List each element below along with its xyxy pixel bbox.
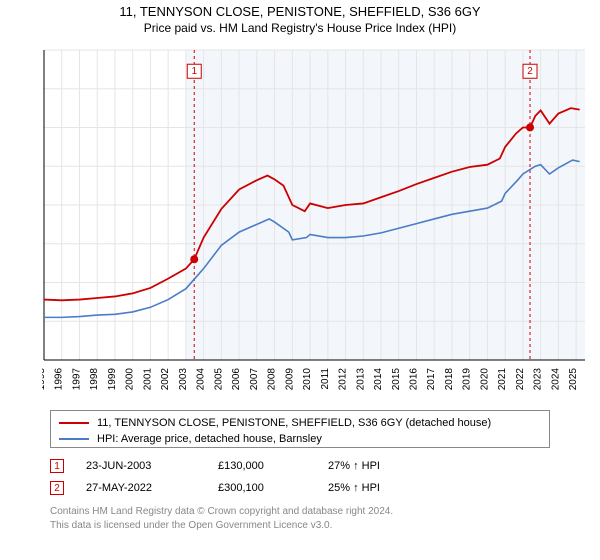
svg-text:2: 2 xyxy=(527,66,533,77)
svg-text:2002: 2002 xyxy=(160,368,171,391)
event-row-1: 1 23-JUN-2003 £130,000 27% ↑ HPI xyxy=(50,455,560,477)
svg-text:2006: 2006 xyxy=(231,368,242,391)
event-pct-1: 27% ↑ HPI xyxy=(328,460,448,472)
footer-line-2: This data is licensed under the Open Gov… xyxy=(50,519,560,533)
event-price-2: £300,100 xyxy=(218,482,328,494)
svg-text:2024: 2024 xyxy=(550,368,561,391)
legend: 11, TENNYSON CLOSE, PENISTONE, SHEFFIELD… xyxy=(50,410,550,448)
svg-text:2022: 2022 xyxy=(515,368,526,391)
svg-text:2017: 2017 xyxy=(426,368,437,391)
svg-text:2016: 2016 xyxy=(408,368,419,391)
svg-text:2003: 2003 xyxy=(178,368,189,391)
svg-text:2019: 2019 xyxy=(462,368,473,391)
legend-swatch-hpi xyxy=(59,438,89,440)
svg-text:2023: 2023 xyxy=(533,368,544,391)
svg-text:2020: 2020 xyxy=(479,368,490,391)
svg-text:1999: 1999 xyxy=(107,368,118,391)
svg-text:2013: 2013 xyxy=(355,368,366,391)
svg-text:2008: 2008 xyxy=(267,368,278,391)
svg-text:2014: 2014 xyxy=(373,368,384,391)
svg-text:1995: 1995 xyxy=(42,368,47,391)
svg-text:2004: 2004 xyxy=(196,368,207,391)
svg-text:2018: 2018 xyxy=(444,368,455,391)
legend-item-hpi: HPI: Average price, detached house, Barn… xyxy=(59,431,541,447)
chart-plot-area: £0£50K£100K£150K£200K£250K£300K£350K£400… xyxy=(42,48,587,400)
svg-text:2005: 2005 xyxy=(213,368,224,391)
footer-line-1: Contains HM Land Registry data © Crown c… xyxy=(50,505,560,519)
event-price-1: £130,000 xyxy=(218,460,328,472)
svg-text:2012: 2012 xyxy=(338,368,349,391)
event-row-2: 2 27-MAY-2022 £300,100 25% ↑ HPI xyxy=(50,477,560,499)
legend-label-hpi: HPI: Average price, detached house, Barn… xyxy=(97,433,322,445)
event-date-1: 23-JUN-2003 xyxy=(86,460,218,472)
svg-text:2025: 2025 xyxy=(568,368,579,391)
svg-text:2009: 2009 xyxy=(284,368,295,391)
chart-svg: £0£50K£100K£150K£200K£250K£300K£350K£400… xyxy=(42,48,587,400)
svg-text:1: 1 xyxy=(191,66,197,77)
chart-subtitle: Price paid vs. HM Land Registry's House … xyxy=(0,21,600,35)
titles: 11, TENNYSON CLOSE, PENISTONE, SHEFFIELD… xyxy=(0,0,600,35)
footer-attribution: Contains HM Land Registry data © Crown c… xyxy=(50,505,560,532)
chart-title-address: 11, TENNYSON CLOSE, PENISTONE, SHEFFIELD… xyxy=(0,4,600,19)
svg-text:2011: 2011 xyxy=(320,368,331,390)
event-date-2: 27-MAY-2022 xyxy=(86,482,218,494)
svg-text:2015: 2015 xyxy=(391,368,402,391)
event-table: 1 23-JUN-2003 £130,000 27% ↑ HPI 2 27-MA… xyxy=(50,455,560,499)
svg-text:1996: 1996 xyxy=(54,368,65,391)
event-marker-2: 2 xyxy=(50,481,64,495)
svg-text:2010: 2010 xyxy=(302,368,313,391)
event-pct-2: 25% ↑ HPI xyxy=(328,482,448,494)
svg-text:1998: 1998 xyxy=(89,368,100,391)
legend-item-property: 11, TENNYSON CLOSE, PENISTONE, SHEFFIELD… xyxy=(59,415,541,431)
svg-text:2007: 2007 xyxy=(249,368,260,391)
svg-text:2000: 2000 xyxy=(125,368,136,391)
legend-label-property: 11, TENNYSON CLOSE, PENISTONE, SHEFFIELD… xyxy=(97,417,491,429)
legend-swatch-property xyxy=(59,422,89,424)
chart-container: 11, TENNYSON CLOSE, PENISTONE, SHEFFIELD… xyxy=(0,0,600,560)
svg-text:1997: 1997 xyxy=(71,368,82,391)
svg-text:2001: 2001 xyxy=(142,368,153,391)
svg-text:2021: 2021 xyxy=(497,368,508,391)
event-marker-1: 1 xyxy=(50,459,64,473)
